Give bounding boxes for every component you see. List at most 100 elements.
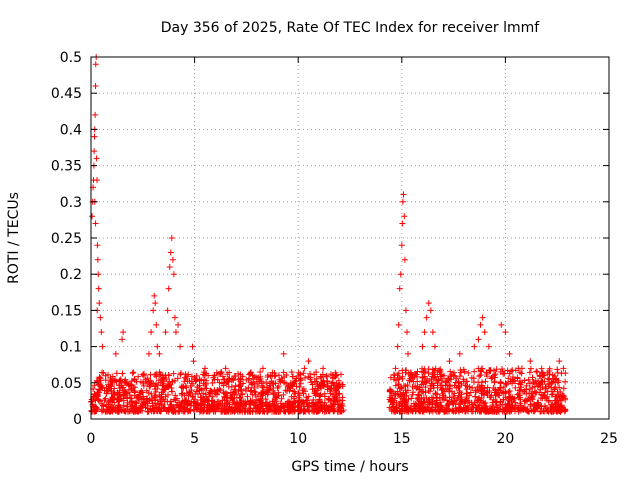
data-point — [451, 394, 458, 401]
data-point — [497, 379, 504, 386]
data-point — [529, 393, 536, 400]
data-point — [534, 403, 541, 410]
data-point — [337, 408, 344, 415]
data-point — [399, 198, 406, 205]
data-point — [560, 365, 567, 372]
data-point — [145, 408, 152, 415]
y-axis-title: ROTI / TECUs — [6, 192, 22, 284]
data-point — [304, 397, 311, 404]
data-point — [158, 376, 165, 383]
data-point — [469, 385, 476, 392]
data-point — [160, 386, 167, 393]
data-point — [395, 321, 402, 328]
data-point — [277, 378, 284, 385]
data-point — [443, 397, 450, 404]
data-point — [400, 191, 407, 198]
data-point — [112, 350, 119, 357]
data-point — [290, 373, 297, 380]
data-point — [478, 368, 485, 375]
data-point — [203, 393, 210, 400]
data-point — [447, 383, 454, 390]
data-point — [233, 406, 240, 413]
tick-labels: 0 0.05 0.1 0.15 0.2 0.25 0.3 0.35 0.4 0.45 0.5 0 5 10… — [51, 50, 618, 447]
data-point — [392, 365, 399, 372]
data-point — [328, 371, 335, 378]
data-point — [510, 377, 517, 384]
data-point — [233, 391, 240, 398]
data-point — [550, 404, 557, 411]
data-point — [115, 407, 122, 414]
data-point — [224, 378, 231, 385]
data-point — [196, 377, 203, 384]
data-point — [423, 379, 430, 386]
data-point — [117, 376, 124, 383]
data-point — [107, 375, 114, 382]
data-point — [418, 381, 425, 388]
data-point — [100, 369, 107, 376]
data-point — [496, 402, 503, 409]
data-point — [296, 404, 303, 411]
data-point — [175, 321, 182, 328]
data-point — [498, 321, 505, 328]
data-point — [288, 369, 295, 376]
data-point — [554, 397, 561, 404]
data-point — [170, 370, 177, 377]
data-point — [198, 396, 205, 403]
data-point — [479, 314, 486, 321]
data-point — [130, 369, 137, 376]
data-point — [162, 329, 169, 336]
data-point — [211, 372, 218, 379]
data-point — [505, 396, 512, 403]
data-point — [533, 368, 540, 375]
data-point — [288, 393, 295, 400]
x-tick-label: 5 — [190, 431, 199, 447]
data-point — [535, 399, 542, 406]
data-point — [290, 401, 297, 408]
data-point — [301, 374, 308, 381]
data-point — [245, 377, 252, 384]
data-point — [434, 384, 441, 391]
data-point — [130, 405, 137, 412]
data-point — [299, 399, 306, 406]
data-point — [246, 371, 253, 378]
data-point — [173, 395, 180, 402]
data-point — [214, 376, 221, 383]
data-point — [556, 384, 563, 391]
data-point — [94, 177, 101, 184]
data-points — [88, 54, 569, 415]
data-point — [334, 401, 341, 408]
data-point — [506, 393, 513, 400]
data-point — [249, 408, 256, 415]
data-point — [147, 377, 154, 384]
data-point — [280, 350, 287, 357]
data-point — [419, 400, 426, 407]
data-point — [397, 384, 404, 391]
data-point — [187, 382, 194, 389]
data-point — [323, 373, 330, 380]
data-point — [508, 368, 515, 375]
data-point — [248, 381, 255, 388]
data-point — [237, 376, 244, 383]
data-point — [336, 396, 343, 403]
data-point — [483, 408, 490, 415]
data-point — [321, 381, 328, 388]
data-point — [177, 343, 184, 350]
data-point — [551, 373, 558, 380]
data-point — [148, 390, 155, 397]
data-point — [246, 408, 253, 415]
data-point — [443, 402, 450, 409]
data-point — [336, 404, 343, 411]
data-point — [321, 390, 328, 397]
data-point — [143, 395, 150, 402]
data-point — [301, 365, 308, 372]
data-point — [129, 402, 136, 409]
data-point — [273, 398, 280, 405]
data-point — [518, 384, 525, 391]
data-point — [248, 387, 255, 394]
data-point — [412, 408, 419, 415]
data-point — [419, 375, 426, 382]
data-point — [291, 407, 298, 414]
data-point — [452, 408, 459, 415]
data-point — [329, 405, 336, 412]
data-point — [247, 388, 254, 395]
